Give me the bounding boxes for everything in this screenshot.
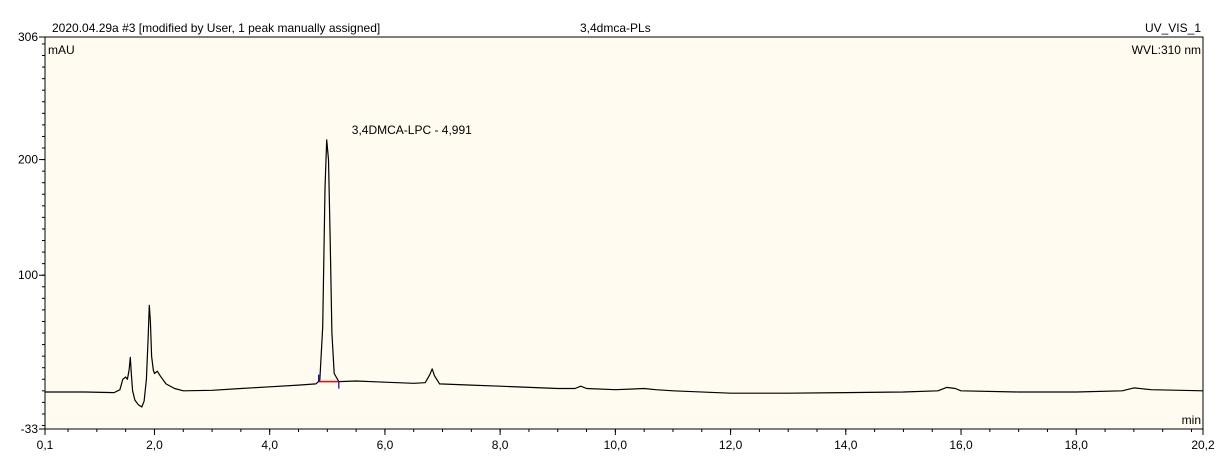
y-tick-label: -33 bbox=[21, 422, 39, 436]
y-tick-label: 306 bbox=[18, 30, 38, 44]
header-sequence-label: 3,4dmca-PLs bbox=[580, 21, 651, 35]
x-tick-label: 4,0 bbox=[261, 438, 278, 452]
header-channel-label: UV_VIS_1 bbox=[1145, 21, 1201, 35]
peak-label: 3,4DMCA-LPC - 4,991 bbox=[352, 123, 472, 137]
series-group bbox=[45, 139, 1204, 408]
x-tick-label: 12,0 bbox=[719, 438, 743, 452]
plot-area bbox=[45, 37, 1203, 429]
y-axis-unit-label: mAU bbox=[48, 43, 75, 57]
x-tick-label: 16,0 bbox=[949, 438, 973, 452]
x-tick-label: 18,0 bbox=[1065, 438, 1089, 452]
x-tick-label: 14,0 bbox=[834, 438, 858, 452]
x-axis: 0,1 2,0 4,0 6,0 8,0 10,0 12,0 14,0 16,0 18,0 20,2 bbox=[37, 429, 1215, 452]
y-tick-label: 100 bbox=[18, 268, 38, 282]
wavelength-label: WVL:310 nm bbox=[1132, 43, 1201, 57]
x-tick-label: 6,0 bbox=[377, 438, 394, 452]
y-tick-label: 200 bbox=[18, 153, 38, 167]
header-sample-label: 2020.04.29a #3 [modified by User, 1 peak… bbox=[52, 21, 380, 35]
plot-frame bbox=[44, 36, 1204, 430]
x-axis-unit-label: min bbox=[1182, 413, 1201, 427]
chromatogram-trace bbox=[45, 139, 1204, 408]
x-tick-label: 20,2 bbox=[1191, 438, 1215, 452]
x-tick-label: 2,0 bbox=[146, 438, 163, 452]
x-tick-label: 0,1 bbox=[37, 438, 54, 452]
x-tick-label: 10,0 bbox=[604, 438, 628, 452]
y-axis: -33 100 200 306 bbox=[18, 30, 45, 436]
x-tick-label: 8,0 bbox=[492, 438, 509, 452]
annotations-group: 3,4DMCA-LPC - 4,991 bbox=[318, 123, 472, 389]
